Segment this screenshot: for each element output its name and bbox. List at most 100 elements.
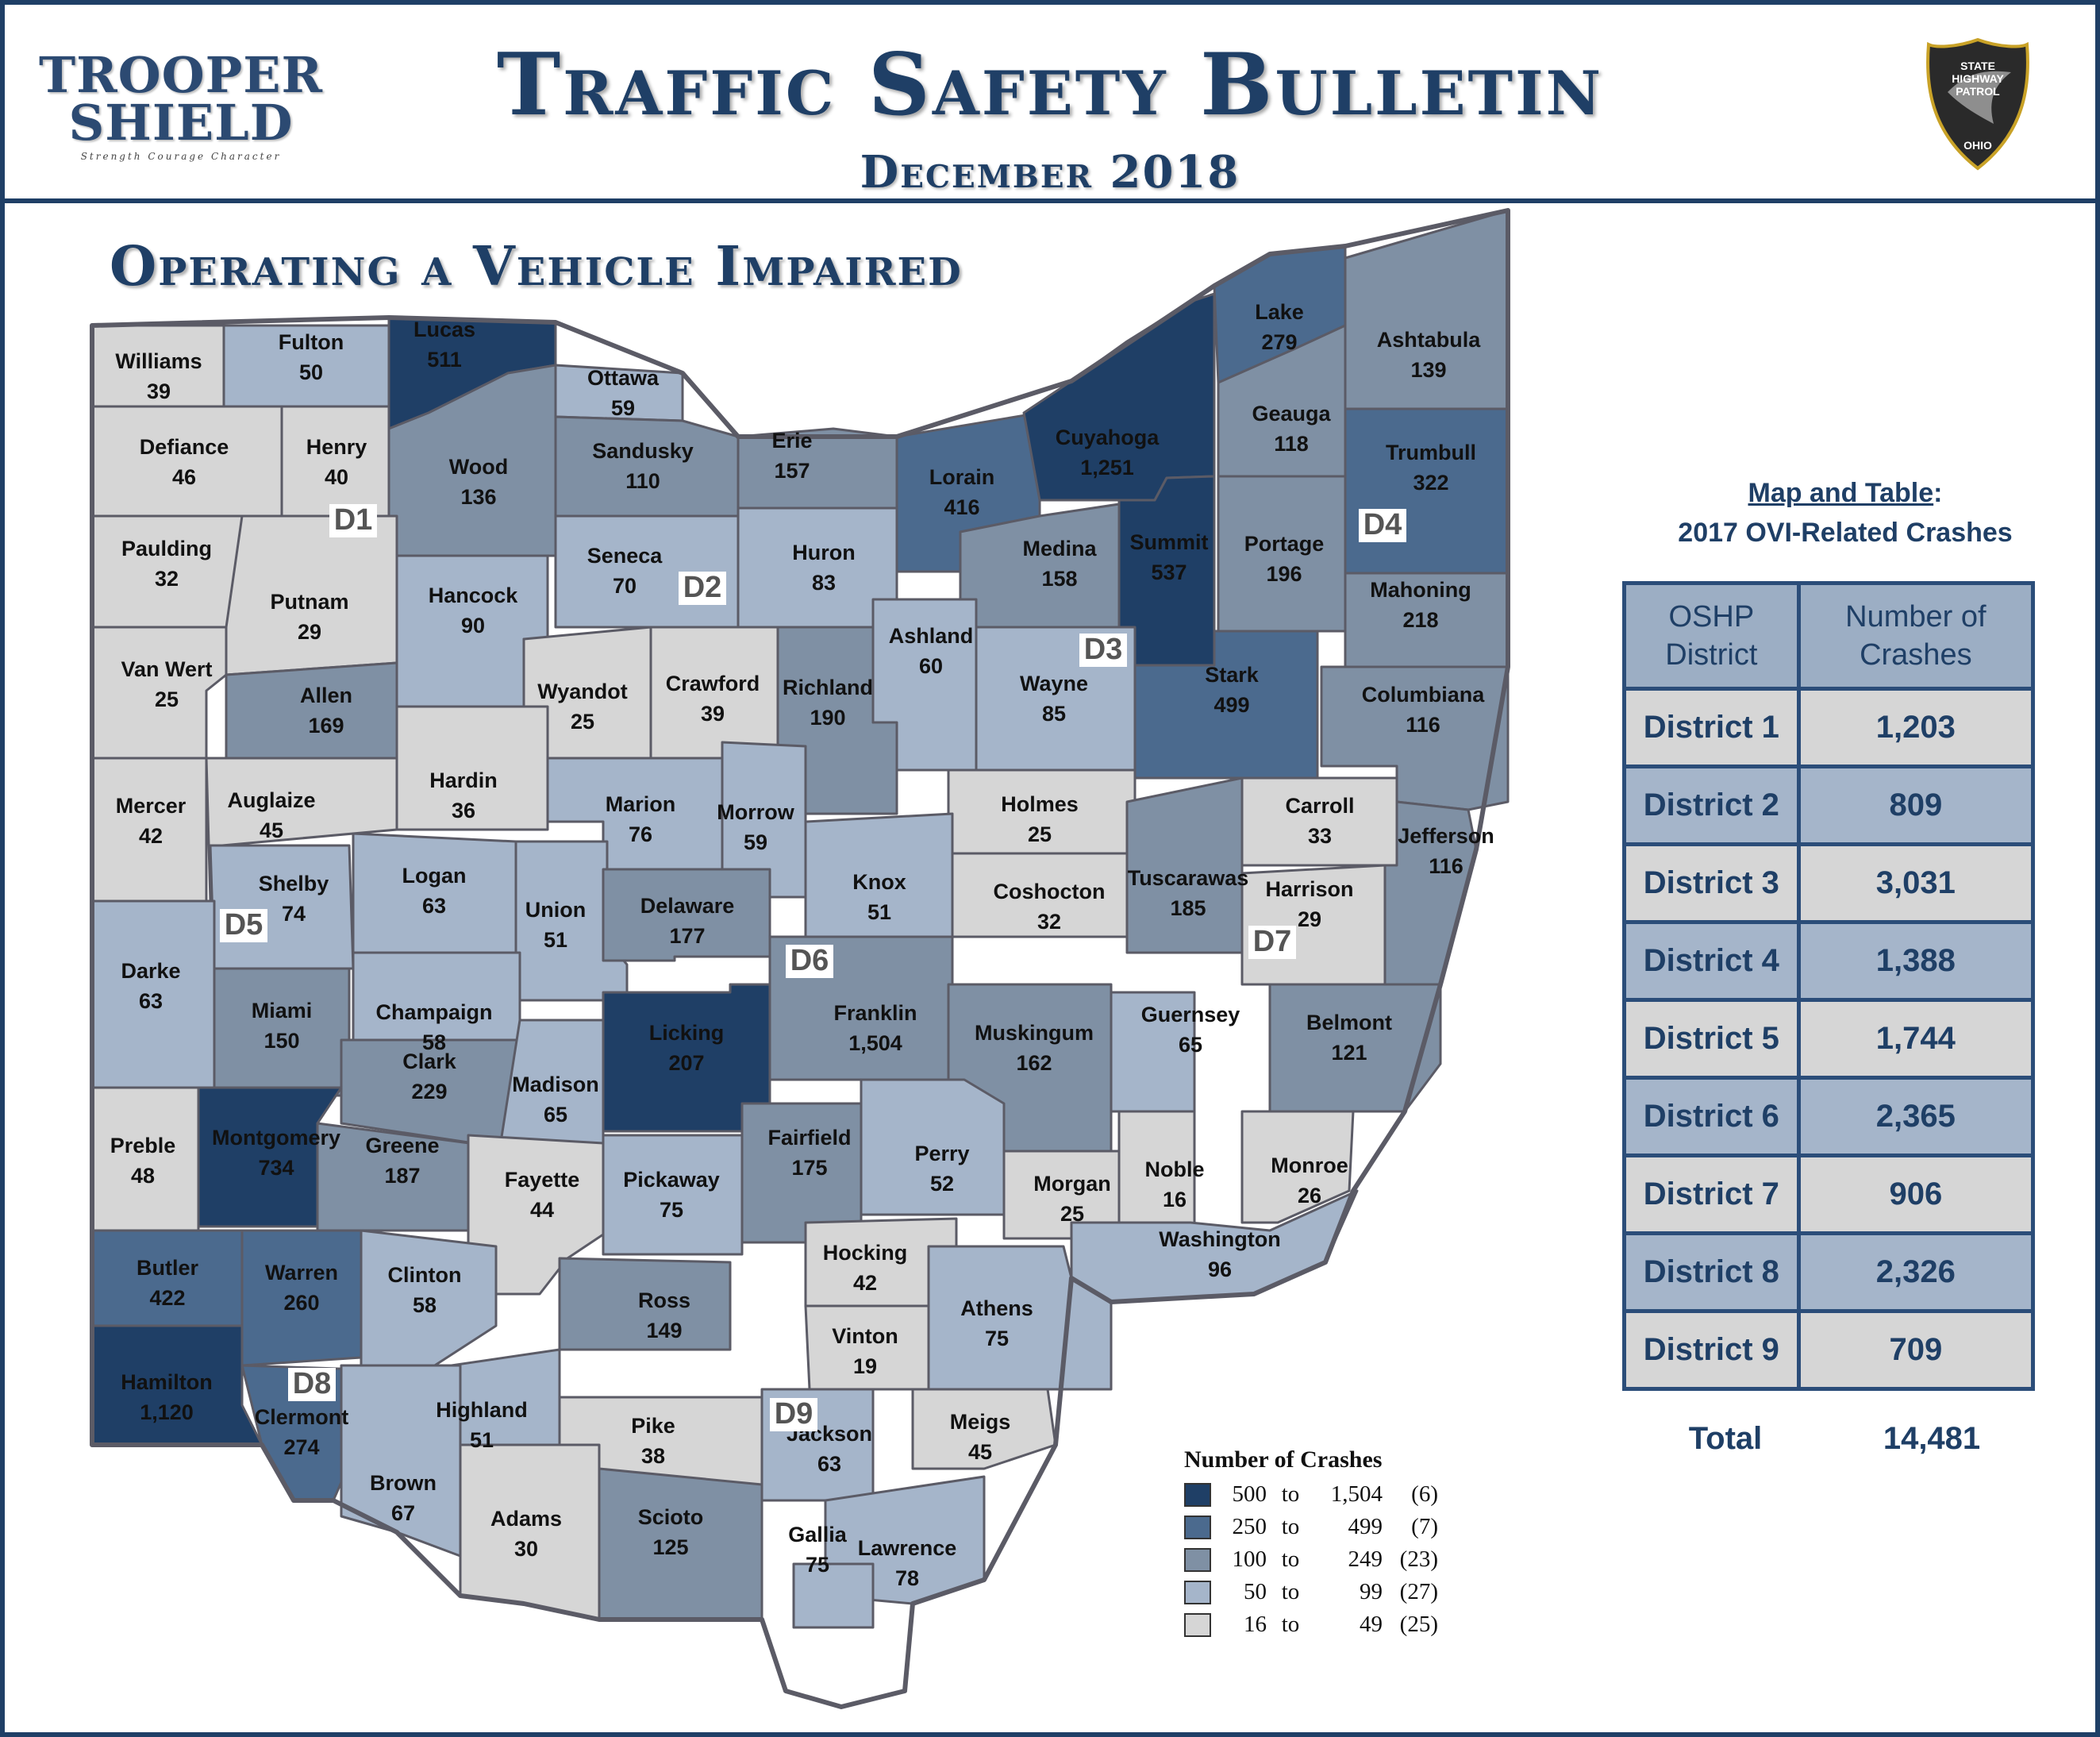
county-value-stark: 499: [1213, 693, 1249, 717]
county-value-adams: 30: [514, 1537, 538, 1561]
county-label-geauga: Geauga: [1252, 402, 1331, 426]
trooper-shield-logo: TROOPER SHIELD Strength Courage Characte…: [33, 41, 329, 168]
table-row: District 3 3,031: [1622, 842, 2036, 924]
legend-row: 16 to 49 (25): [1184, 1608, 1454, 1641]
county-value-clark: 229: [411, 1080, 447, 1103]
legend-high: 1,504: [1330, 1481, 1383, 1507]
district-label-d9: D9: [775, 1397, 813, 1431]
district-label-d3: D3: [1084, 633, 1123, 666]
legend-high: 49: [1360, 1612, 1383, 1637]
column-header-district: OSHP District: [1622, 581, 1801, 691]
county-belmont: [1268, 983, 1442, 1113]
district-label-d7: D7: [1253, 925, 1292, 958]
county-value-hamilton: 1,120: [140, 1400, 194, 1424]
county-label-summit: Summit: [1129, 530, 1208, 554]
county-label-gallia: Gallia: [788, 1523, 848, 1546]
county-label-guernsey: Guernsey: [1141, 1003, 1240, 1026]
legend-to: to: [1281, 1546, 1300, 1572]
county-value-marion: 76: [629, 822, 652, 846]
county-erie: [737, 427, 898, 510]
county-label-tuscarawas: Tuscarawas: [1128, 866, 1249, 890]
legend-low: 16: [1244, 1612, 1267, 1637]
crash-count-cell: 809: [1796, 765, 2036, 846]
county-value-knox: 51: [867, 900, 891, 924]
county-label-williams: Williams: [115, 349, 202, 373]
county-label-lorain: Lorain: [929, 465, 995, 489]
county-label-scioto: Scioto: [638, 1505, 704, 1529]
legend-swatch: [1184, 1482, 1211, 1507]
district-name-cell: District 9: [1622, 1309, 1801, 1391]
map-legend: Number of Crashes 500 to 1,504 (6) 250 to 499 (…: [1184, 1446, 1454, 1641]
county-value-brown: 67: [391, 1501, 415, 1525]
county-value-belmont: 121: [1331, 1041, 1367, 1065]
county-label-ashtabula: Ashtabula: [1377, 328, 1482, 352]
county-value-erie: 157: [774, 459, 810, 483]
county-value-morrow: 59: [744, 830, 767, 854]
county-label-paulding: Paulding: [121, 537, 212, 560]
county-label-logan: Logan: [402, 864, 467, 888]
county-label-noble: Noble: [1144, 1157, 1204, 1181]
district-label-bg-d2: [679, 572, 726, 605]
table-row: District 2 809: [1622, 765, 2036, 846]
county-clinton: [360, 1229, 498, 1371]
county-champaign: [352, 951, 521, 1042]
legend-row: 50 to 99 (27): [1184, 1576, 1454, 1608]
county-label-pickaway: Pickaway: [623, 1168, 720, 1192]
county-value-tuscarawas: 185: [1170, 896, 1206, 920]
county-label-ross: Ross: [638, 1288, 690, 1312]
county-value-defiance: 46: [172, 465, 196, 489]
legend-to: to: [1281, 1612, 1300, 1637]
county-label-lawrence: Lawrence: [858, 1536, 957, 1560]
logo-line-1: TROOPER: [38, 46, 324, 104]
county-label-seneca: Seneca: [587, 544, 663, 568]
county-value-warren: 260: [283, 1291, 319, 1315]
county-value-mercer: 42: [139, 824, 163, 848]
county-label-wyandot: Wyandot: [537, 680, 628, 703]
county-label-vinton: Vinton: [832, 1324, 898, 1348]
county-label-crawford: Crawford: [666, 672, 760, 695]
district-name-cell: District 2: [1622, 765, 1801, 846]
table-row: District 5 1,744: [1622, 998, 2036, 1080]
crash-count-cell: 1,203: [1796, 687, 2036, 768]
county-value-lake: 279: [1261, 330, 1297, 354]
county-label-hocking: Hocking: [823, 1241, 908, 1265]
county-label-henry: Henry: [306, 435, 367, 459]
district-label-bg-d9: [770, 1398, 817, 1431]
county-delaware: [602, 868, 771, 962]
county-label-mercer: Mercer: [116, 794, 187, 818]
county-label-licking: Licking: [649, 1021, 725, 1045]
legend-high: 499: [1348, 1514, 1383, 1539]
county-value-clinton: 58: [413, 1293, 437, 1317]
section-title: Operating a Vehicle Impaired: [110, 235, 963, 298]
county-label-holmes: Holmes: [1001, 792, 1079, 816]
county-value-greene: 187: [384, 1164, 420, 1188]
table-caption-heading: Map and Table: [1748, 478, 1934, 508]
county-henry: [280, 405, 390, 518]
county-label-muskingum: Muskingum: [975, 1021, 1094, 1045]
county-value-paulding: 32: [155, 567, 179, 591]
county-label-lake: Lake: [1255, 300, 1304, 324]
county-ashland: [871, 598, 978, 772]
county-label-clinton: Clinton: [388, 1263, 462, 1287]
legend-to: to: [1281, 1579, 1300, 1604]
county-label-carroll: Carroll: [1285, 794, 1354, 818]
county-label-allen: Allen: [300, 684, 352, 707]
county-ross: [558, 1257, 732, 1351]
county-label-hardin: Hardin: [429, 768, 498, 792]
crash-count-cell: 709: [1796, 1309, 2036, 1391]
legend-count: (7): [1411, 1514, 1438, 1539]
county-label-miami: Miami: [252, 999, 313, 1023]
bulletin-title: Traffic Safety Bulletin: [496, 35, 1604, 135]
county-value-clermont: 274: [283, 1435, 319, 1459]
county-value-athens: 75: [985, 1327, 1009, 1350]
county-value-auglaize: 45: [260, 818, 283, 842]
county-value-lorain: 416: [944, 495, 979, 519]
county-value-pike: 38: [641, 1444, 665, 1468]
county-label-union: Union: [525, 898, 586, 922]
county-value-cuyahoga: 1,251: [1080, 456, 1134, 480]
county-value-muskingum: 162: [1016, 1051, 1052, 1075]
county-value-huron: 83: [812, 571, 836, 595]
county-label-hancock: Hancock: [429, 583, 519, 607]
county-label-perry: Perry: [914, 1142, 969, 1165]
county-label-coshocton: Coshocton: [994, 880, 1106, 903]
